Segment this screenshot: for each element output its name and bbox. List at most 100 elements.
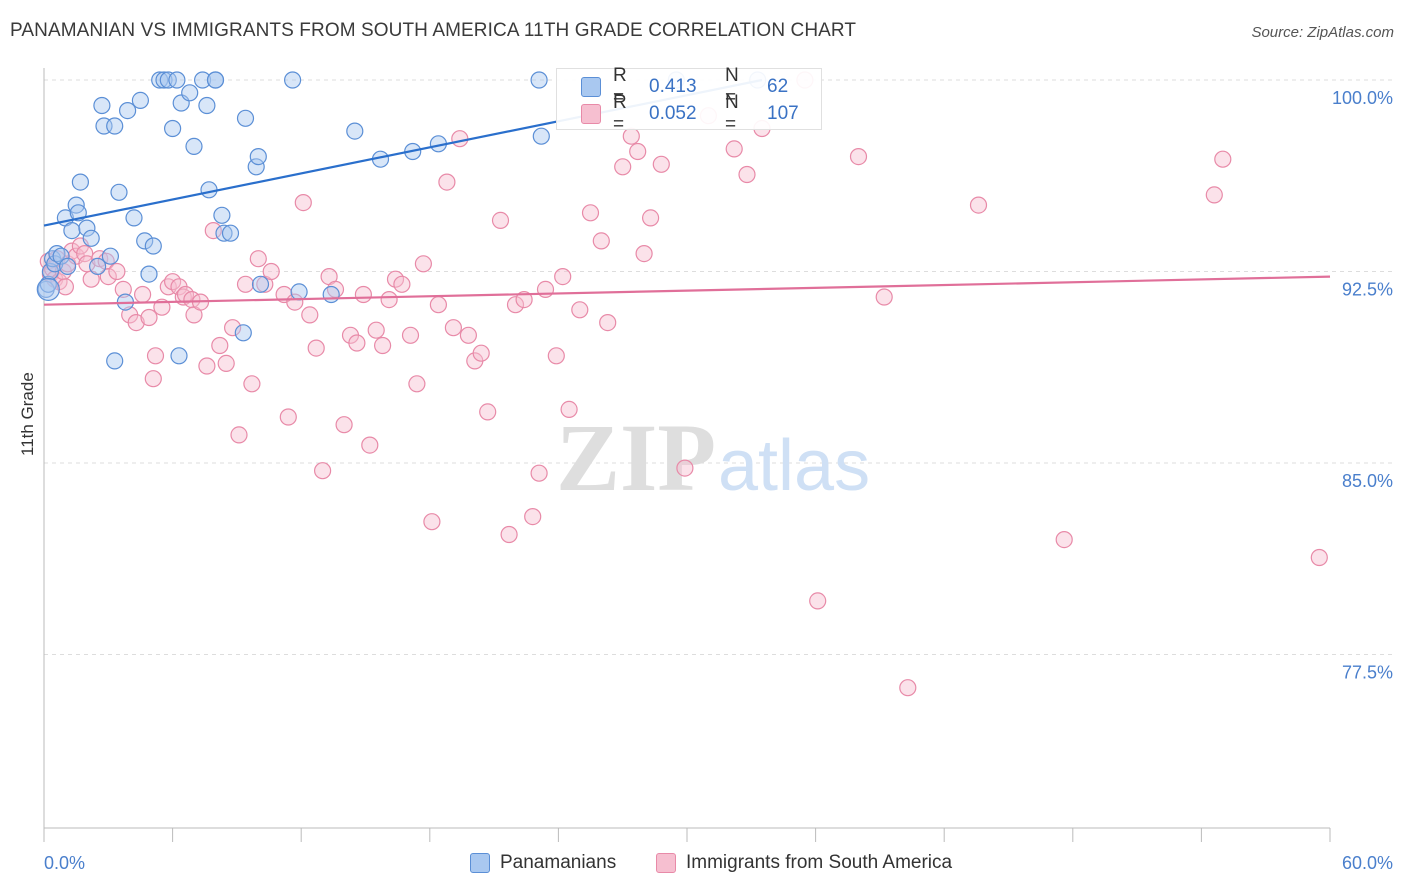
data-point — [635, 245, 653, 263]
data-point — [290, 283, 308, 301]
data-point — [106, 352, 124, 370]
data-point — [346, 122, 364, 140]
data-point — [451, 130, 469, 148]
stats-n-value: 107 — [767, 103, 799, 124]
data-point — [294, 194, 312, 212]
stats-n-label: N = — [725, 65, 739, 108]
data-point — [875, 288, 893, 306]
data-point — [614, 158, 632, 176]
blue-swatch-icon — [470, 853, 490, 873]
data-point — [354, 285, 372, 304]
y-tick-label: 77.5% — [1342, 663, 1393, 683]
data-point — [56, 278, 75, 296]
trend-line-immigrants — [43, 275, 1331, 306]
data-point — [108, 262, 126, 281]
data-point — [423, 513, 441, 531]
data-point — [110, 183, 128, 201]
data-point — [236, 275, 255, 293]
stats-r-label: R = — [613, 65, 627, 108]
data-point — [181, 84, 199, 102]
data-point — [224, 319, 242, 337]
data-point — [198, 96, 216, 115]
bottom-legend: Panamanians Immigrants from South Americ… — [0, 850, 1406, 878]
data-point — [146, 347, 165, 365]
data-point — [200, 181, 218, 199]
data-point — [374, 336, 392, 355]
legend-item-panamanians[interactable]: Panamanians — [470, 852, 616, 874]
data-point — [82, 229, 100, 247]
data-point — [532, 127, 550, 145]
data-point — [530, 464, 548, 482]
data-point — [118, 101, 137, 120]
data-point — [849, 148, 868, 166]
data-point — [140, 265, 158, 283]
data-point — [380, 291, 398, 309]
data-point — [204, 222, 222, 240]
data-point — [348, 334, 366, 352]
y-tick-label: 100.0% — [1332, 88, 1393, 108]
data-point — [629, 142, 647, 161]
data-point — [429, 296, 447, 314]
data-point — [322, 285, 340, 304]
data-point — [1055, 530, 1073, 549]
data-point — [215, 224, 233, 242]
stats-r-value: 0.052 — [649, 103, 697, 124]
data-point — [547, 347, 565, 365]
data-point — [560, 400, 578, 418]
watermark-zip: ZIP — [556, 404, 716, 511]
data-point — [88, 257, 107, 275]
source-credit: Source: ZipAtlas.com — [1251, 24, 1394, 41]
data-point — [144, 370, 162, 388]
data-point — [236, 109, 255, 127]
watermark-layer: ZIP atlas — [556, 404, 870, 511]
data-point — [506, 296, 525, 314]
legend-item-immigrants[interactable]: Immigrants from South America — [656, 852, 952, 874]
data-point — [251, 275, 270, 293]
data-point — [335, 416, 353, 434]
data-point — [93, 96, 111, 115]
data-point — [144, 237, 162, 255]
data-point — [140, 308, 158, 327]
y-tick-label: 85.0% — [1342, 471, 1393, 491]
data-point — [284, 71, 302, 89]
data-point — [393, 275, 411, 293]
stats-n-value: 62 — [767, 76, 789, 97]
data-point — [571, 301, 589, 319]
data-point — [211, 336, 229, 355]
pink-swatch-icon — [581, 104, 601, 124]
y-tick-label: 92.5% — [1342, 280, 1393, 300]
data-point — [536, 280, 555, 298]
data-point — [414, 255, 432, 273]
data-point — [479, 403, 497, 421]
data-point — [58, 257, 77, 275]
data-point — [114, 280, 132, 298]
series-immigrants-points — [39, 71, 1328, 697]
data-point — [76, 245, 94, 263]
x-tick-label: 60.0% — [1342, 853, 1393, 873]
data-point — [515, 291, 533, 309]
grid-layer — [44, 79, 1392, 655]
data-point — [36, 277, 60, 301]
data-point — [185, 137, 203, 155]
data-point — [170, 347, 188, 365]
data-point — [99, 268, 117, 286]
watermark-atlas: atlas — [718, 426, 870, 506]
data-point — [1310, 548, 1328, 567]
data-point — [279, 408, 297, 426]
data-point — [314, 462, 332, 480]
data-point — [71, 173, 90, 191]
data-point — [247, 158, 265, 176]
data-point — [307, 339, 325, 357]
data-point — [125, 209, 143, 227]
data-point — [725, 140, 743, 158]
data-point — [52, 247, 70, 265]
tick-labels: 100.0% 92.5% 85.0% 77.5% 0.0% 60.0% — [44, 88, 1393, 873]
data-point — [1205, 186, 1223, 204]
data-point — [969, 196, 988, 214]
chart-title: PANAMANIAN VS IMMIGRANTS FROM SOUTH AMER… — [10, 20, 857, 41]
data-point — [554, 268, 572, 286]
data-point — [899, 679, 917, 697]
data-point — [221, 224, 240, 242]
data-point — [136, 232, 154, 250]
